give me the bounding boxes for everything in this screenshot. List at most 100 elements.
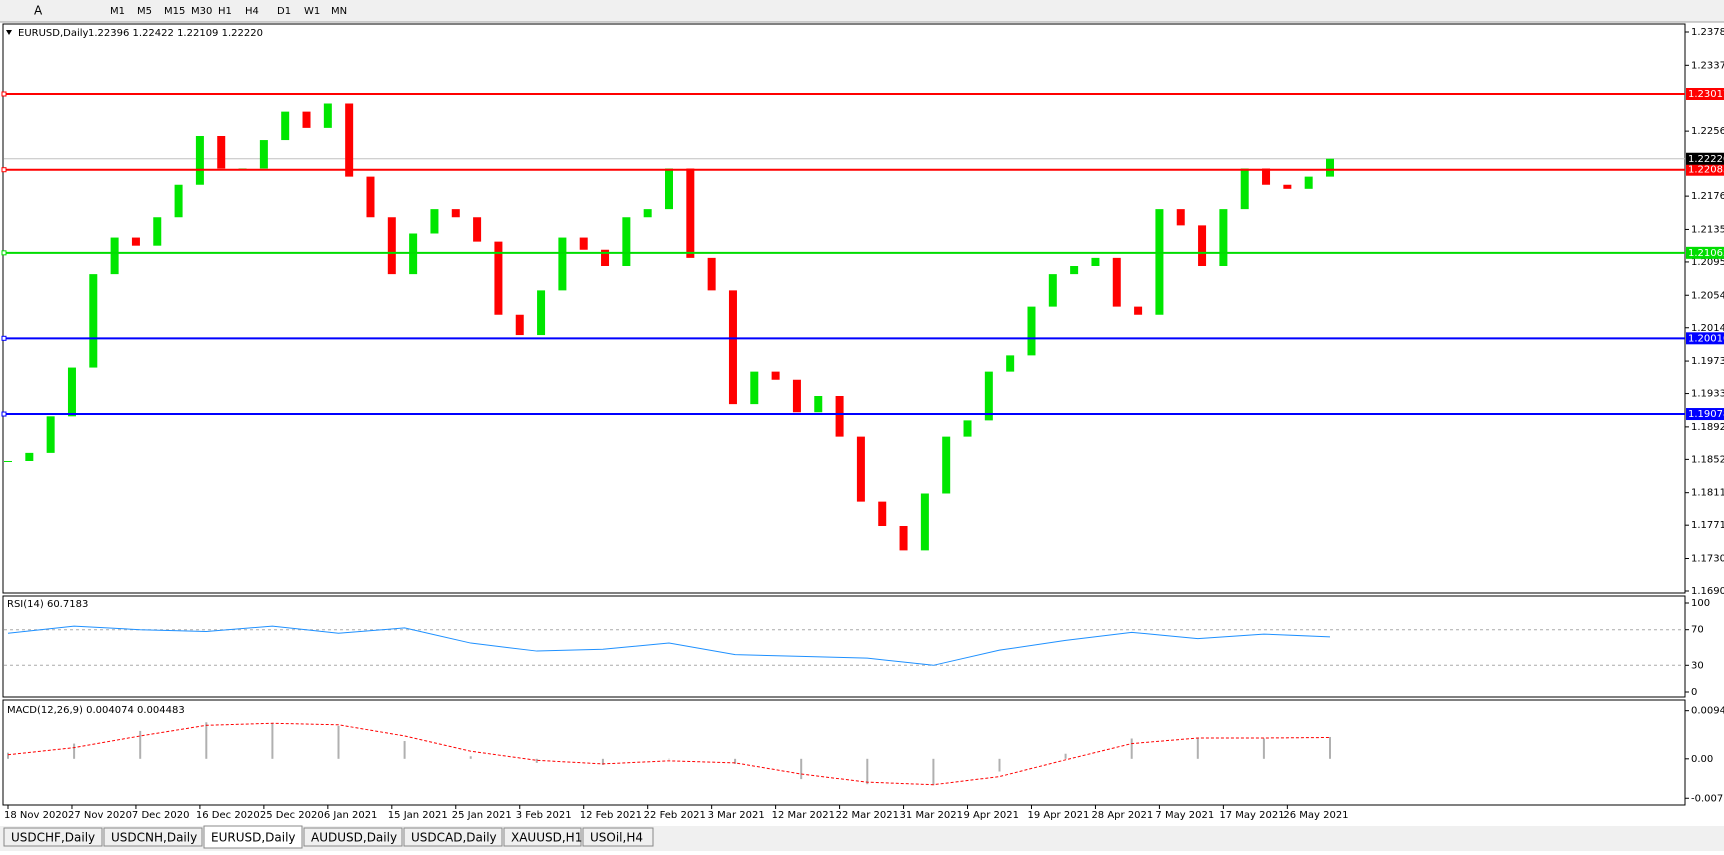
level-handle[interactable] <box>1 250 7 256</box>
macd-bar <box>7 752 9 759</box>
candle <box>366 176 375 218</box>
candle <box>856 436 865 502</box>
symbol-title: EURUSD,Daily <box>18 28 89 39</box>
price-label: 1.20950 <box>1691 257 1724 268</box>
candle <box>1070 266 1079 275</box>
candle <box>899 526 908 551</box>
candle <box>174 184 183 218</box>
candle <box>537 290 546 336</box>
candle <box>259 140 268 169</box>
chart-tab[interactable] <box>3 827 103 847</box>
candle <box>1006 355 1015 372</box>
chart-tab[interactable] <box>582 827 654 847</box>
chart-tab-label[interactable]: USDCAD,Daily <box>411 831 497 845</box>
date-label: 25 Dec 2020 <box>260 810 324 821</box>
date-label: 31 Mar 2021 <box>900 810 963 821</box>
chart-tab-label[interactable]: USOil,H4 <box>590 831 643 845</box>
text-tool[interactable]: A <box>34 4 43 18</box>
timeframe-button[interactable]: H1 <box>218 6 232 17</box>
candle <box>1134 306 1143 315</box>
chart-tab[interactable] <box>403 827 503 847</box>
date-label: 25 Jan 2021 <box>452 810 512 821</box>
timeframe-button[interactable]: M15 <box>164 6 185 17</box>
candle <box>750 371 759 405</box>
candle <box>110 237 119 275</box>
rsi-line <box>7 625 1331 666</box>
macd-bar <box>139 730 142 759</box>
current-price-label: 1.22220 <box>1688 154 1724 165</box>
level-label: 1.19078 <box>1688 409 1724 420</box>
rsi-tick-label: 100 <box>1691 598 1710 609</box>
macd-bar <box>337 725 340 759</box>
chart-tab-label[interactable]: USDCHF,Daily <box>11 831 95 845</box>
level-label-box <box>1686 246 1724 259</box>
timeframe-button[interactable]: D1 <box>277 6 291 17</box>
candle <box>686 168 695 258</box>
date-label: 16 Dec 2020 <box>196 810 260 821</box>
candle <box>67 367 76 417</box>
chart-tab[interactable] <box>303 827 403 847</box>
level-handle[interactable] <box>1 411 7 417</box>
date-label: 27 Nov 2020 <box>68 810 132 821</box>
macd-bar <box>1196 737 1199 759</box>
chart-tab-label[interactable]: XAUUSD,H1 <box>511 831 582 845</box>
timeframe-button[interactable]: MN <box>331 6 347 17</box>
rsi-title: RSI(14) 60.7183 <box>7 599 88 610</box>
price-label: 1.16900 <box>1691 586 1724 597</box>
macd-bar <box>1262 738 1265 759</box>
date-label: 7 Dec 2020 <box>132 810 190 821</box>
candle <box>1112 257 1121 307</box>
candle <box>25 452 34 461</box>
price-label: 1.20140 <box>1691 323 1724 334</box>
macd-bar <box>866 758 869 785</box>
chart-tab-label[interactable]: USDCNH,Daily <box>111 831 197 845</box>
level-handle[interactable] <box>1 167 7 173</box>
date-label: 28 Apr 2021 <box>1091 810 1153 821</box>
level-handle[interactable] <box>1 335 7 341</box>
date-label: 22 Feb 2021 <box>644 810 706 821</box>
macd-bar <box>601 758 604 765</box>
macd-tick-label: 0.00 <box>1691 754 1713 765</box>
price-label: 1.17300 <box>1691 554 1724 565</box>
macd-bar <box>469 756 472 759</box>
chart-tab-label[interactable]: AUDUSD,Daily <box>311 831 397 845</box>
candle <box>387 217 396 275</box>
date-label: 12 Mar 2021 <box>772 810 835 821</box>
chart-tab[interactable] <box>503 827 582 847</box>
candle <box>1027 306 1036 356</box>
candle <box>1262 168 1271 185</box>
candle <box>302 111 311 128</box>
candle <box>1283 184 1292 189</box>
chart-tab-label[interactable]: EURUSD,Daily <box>211 831 296 845</box>
macd-bar <box>1064 753 1067 759</box>
date-label: 26 May 2021 <box>1283 810 1348 821</box>
timeframe-button[interactable]: H4 <box>245 6 259 17</box>
candle <box>601 249 610 266</box>
chart-tab[interactable] <box>103 827 203 847</box>
candle <box>579 237 588 250</box>
candle <box>1091 257 1100 266</box>
macd-signal <box>7 722 1331 786</box>
level-label: 1.23017 <box>1688 89 1724 100</box>
macd-tick-label: 0.009478 <box>1691 706 1724 717</box>
chart-tab[interactable] <box>203 825 303 849</box>
candle <box>281 111 290 141</box>
date-label: 3 Mar 2021 <box>708 810 765 821</box>
candle <box>153 217 162 246</box>
rsi-tick-label: 70 <box>1691 625 1704 636</box>
rsi-tick-label: 30 <box>1691 660 1704 671</box>
level-label-box <box>1686 87 1724 100</box>
level-handle[interactable] <box>1 91 7 97</box>
macd-bar <box>668 758 670 760</box>
candle <box>4 461 12 462</box>
timeframe-button[interactable]: M5 <box>137 6 152 17</box>
candle <box>771 371 780 380</box>
timeframe-button[interactable]: W1 <box>304 6 320 17</box>
timeframe-button[interactable]: M30 <box>191 6 212 17</box>
price-label: 1.19330 <box>1691 389 1724 400</box>
level-label-box <box>1686 332 1724 345</box>
price-label: 1.17710 <box>1691 520 1724 531</box>
candle <box>195 136 204 185</box>
timeframe-button[interactable]: M1 <box>110 6 125 17</box>
macd-bar <box>535 758 538 763</box>
